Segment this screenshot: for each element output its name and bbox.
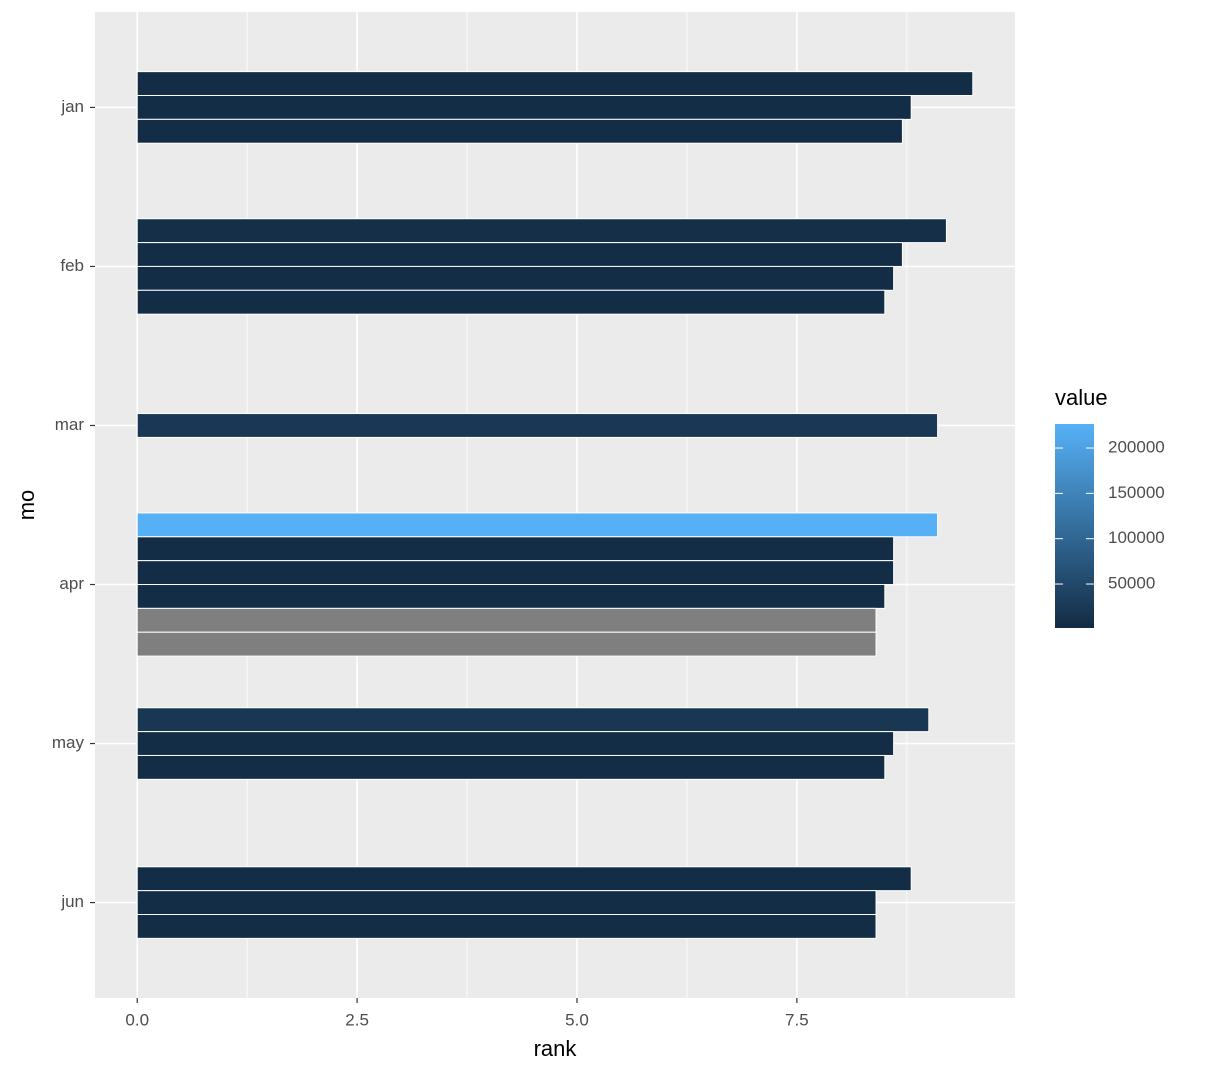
y-tick-label: jan xyxy=(60,97,84,116)
x-tick-label: 5.0 xyxy=(565,1010,589,1029)
y-tick-label: mar xyxy=(55,415,85,434)
bar xyxy=(136,94,912,120)
x-tick-label: 2.5 xyxy=(345,1010,369,1029)
bar xyxy=(136,707,930,733)
panel xyxy=(95,12,1015,998)
colorbar-label: 200000 xyxy=(1108,438,1165,457)
colorbar xyxy=(1055,424,1094,628)
bar xyxy=(136,866,912,892)
bar xyxy=(136,890,877,916)
bar xyxy=(136,512,939,538)
bar xyxy=(136,607,877,633)
y-axis-title: mo xyxy=(14,490,39,521)
y-tick-label: may xyxy=(52,733,85,752)
bar xyxy=(136,754,886,780)
bar xyxy=(136,584,886,609)
bar xyxy=(136,265,895,291)
colorbar-label: 100000 xyxy=(1108,528,1165,547)
colorbar-label: 150000 xyxy=(1108,483,1165,502)
bar xyxy=(136,118,903,144)
bar xyxy=(136,242,903,267)
bar xyxy=(136,631,877,657)
x-tick-label: 0.0 xyxy=(125,1010,149,1029)
bar xyxy=(136,289,886,315)
y-tick-label: feb xyxy=(60,256,84,275)
x-axis-title: rank xyxy=(534,1036,578,1061)
bar xyxy=(136,413,939,438)
colorbar-label: 50000 xyxy=(1108,574,1155,593)
y-tick-label: apr xyxy=(59,574,84,593)
bar xyxy=(136,218,947,244)
bar xyxy=(136,560,895,586)
x-tick-label: 7.5 xyxy=(785,1010,809,1029)
bar xyxy=(136,731,895,756)
bar xyxy=(136,536,895,562)
bar xyxy=(136,71,974,96)
bar xyxy=(136,914,877,939)
legend-title: value xyxy=(1055,385,1108,410)
y-tick-label: jun xyxy=(60,892,84,911)
